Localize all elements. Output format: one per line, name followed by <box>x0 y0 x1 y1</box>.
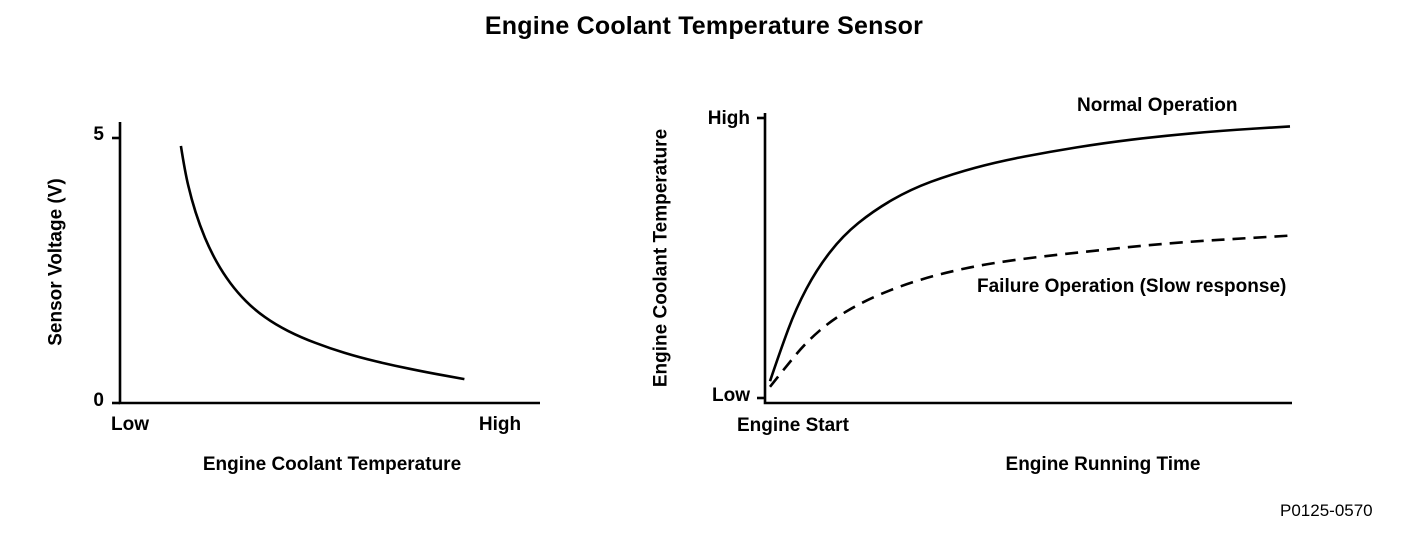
left-y-axis-title: Sensor Voltage (V) <box>45 178 67 346</box>
failure-operation-label: Failure Operation (Slow response) <box>977 276 1287 297</box>
series-curve <box>768 125 1291 382</box>
left-x-tick-low: Low <box>111 414 149 435</box>
figure-code: P0125-0570 <box>1280 501 1373 520</box>
right-y-tick-low: Low <box>712 385 750 406</box>
normal-operation-label: Normal Operation <box>1077 95 1238 116</box>
right-chart-plot <box>757 113 1292 405</box>
right-y-tick-high: High <box>707 108 750 129</box>
left-x-axis-title: Engine Coolant Temperature <box>202 454 462 475</box>
right-x-start-label: Engine Start <box>737 415 849 436</box>
left-chart-plot <box>112 122 540 405</box>
figure-title: Engine Coolant Temperature Sensor <box>484 12 924 40</box>
series-curve <box>768 234 1291 388</box>
right-x-axis-title: Engine Running Time <box>1005 454 1201 475</box>
left-y-tick-5: 5 <box>93 124 104 145</box>
axis-lines <box>763 113 1292 405</box>
right-y-axis-title: Engine Coolant Temperature <box>650 128 672 388</box>
left-y-tick-0: 0 <box>93 390 104 411</box>
left-x-tick-high: High <box>478 414 522 435</box>
series-curve <box>179 145 465 381</box>
